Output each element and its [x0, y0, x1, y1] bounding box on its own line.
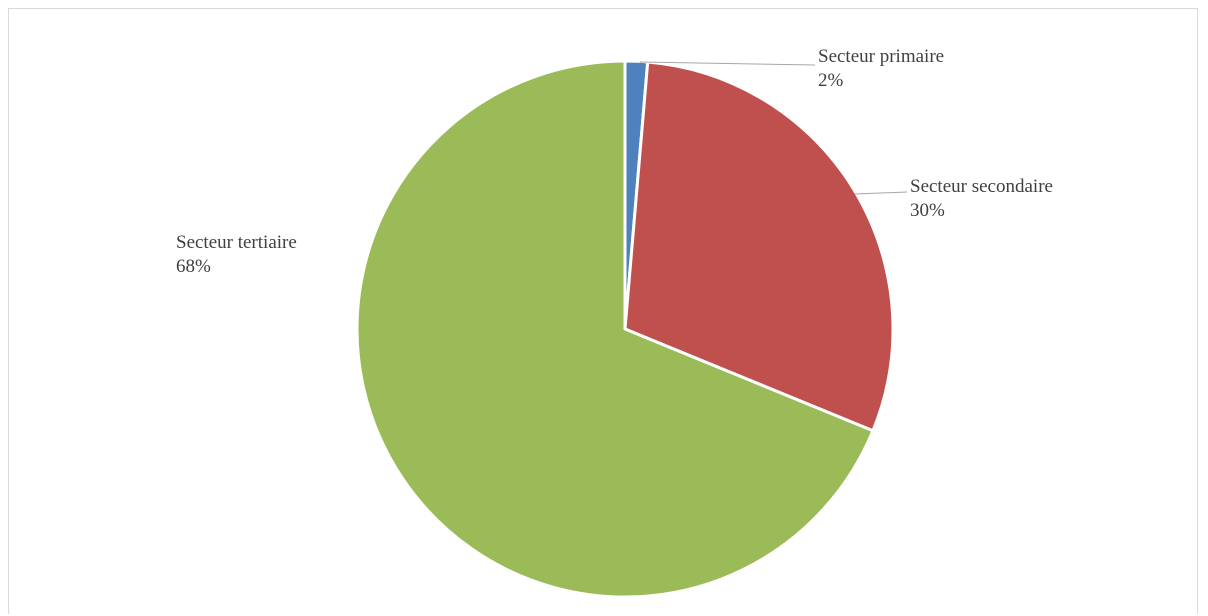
pie-slices: [355, 59, 895, 599]
leader-line-secondaire: [854, 191, 908, 195]
data-labels: Secteur primaire 2% Secteur secondaire 30% S…: [176, 46, 1053, 277]
data-label-category-tertiaire: Secteur tertiaire: [176, 232, 297, 253]
data-label-category-primaire: Secteur primaire: [818, 46, 944, 67]
data-label-value-secondaire: 30%: [910, 200, 945, 221]
data-label-category-secondaire: Secteur secondaire: [910, 176, 1053, 197]
pie-slice-secondaire: [623, 60, 895, 433]
leader-lines: [639, 61, 908, 195]
data-label-value-tertiaire: 68%: [176, 256, 211, 277]
chart-frame: [8, 8, 1198, 614]
leader-line-primaire: [639, 61, 816, 66]
pie-slice-tertiaire: [355, 59, 875, 599]
data-label-value-primaire: 2%: [818, 70, 844, 91]
